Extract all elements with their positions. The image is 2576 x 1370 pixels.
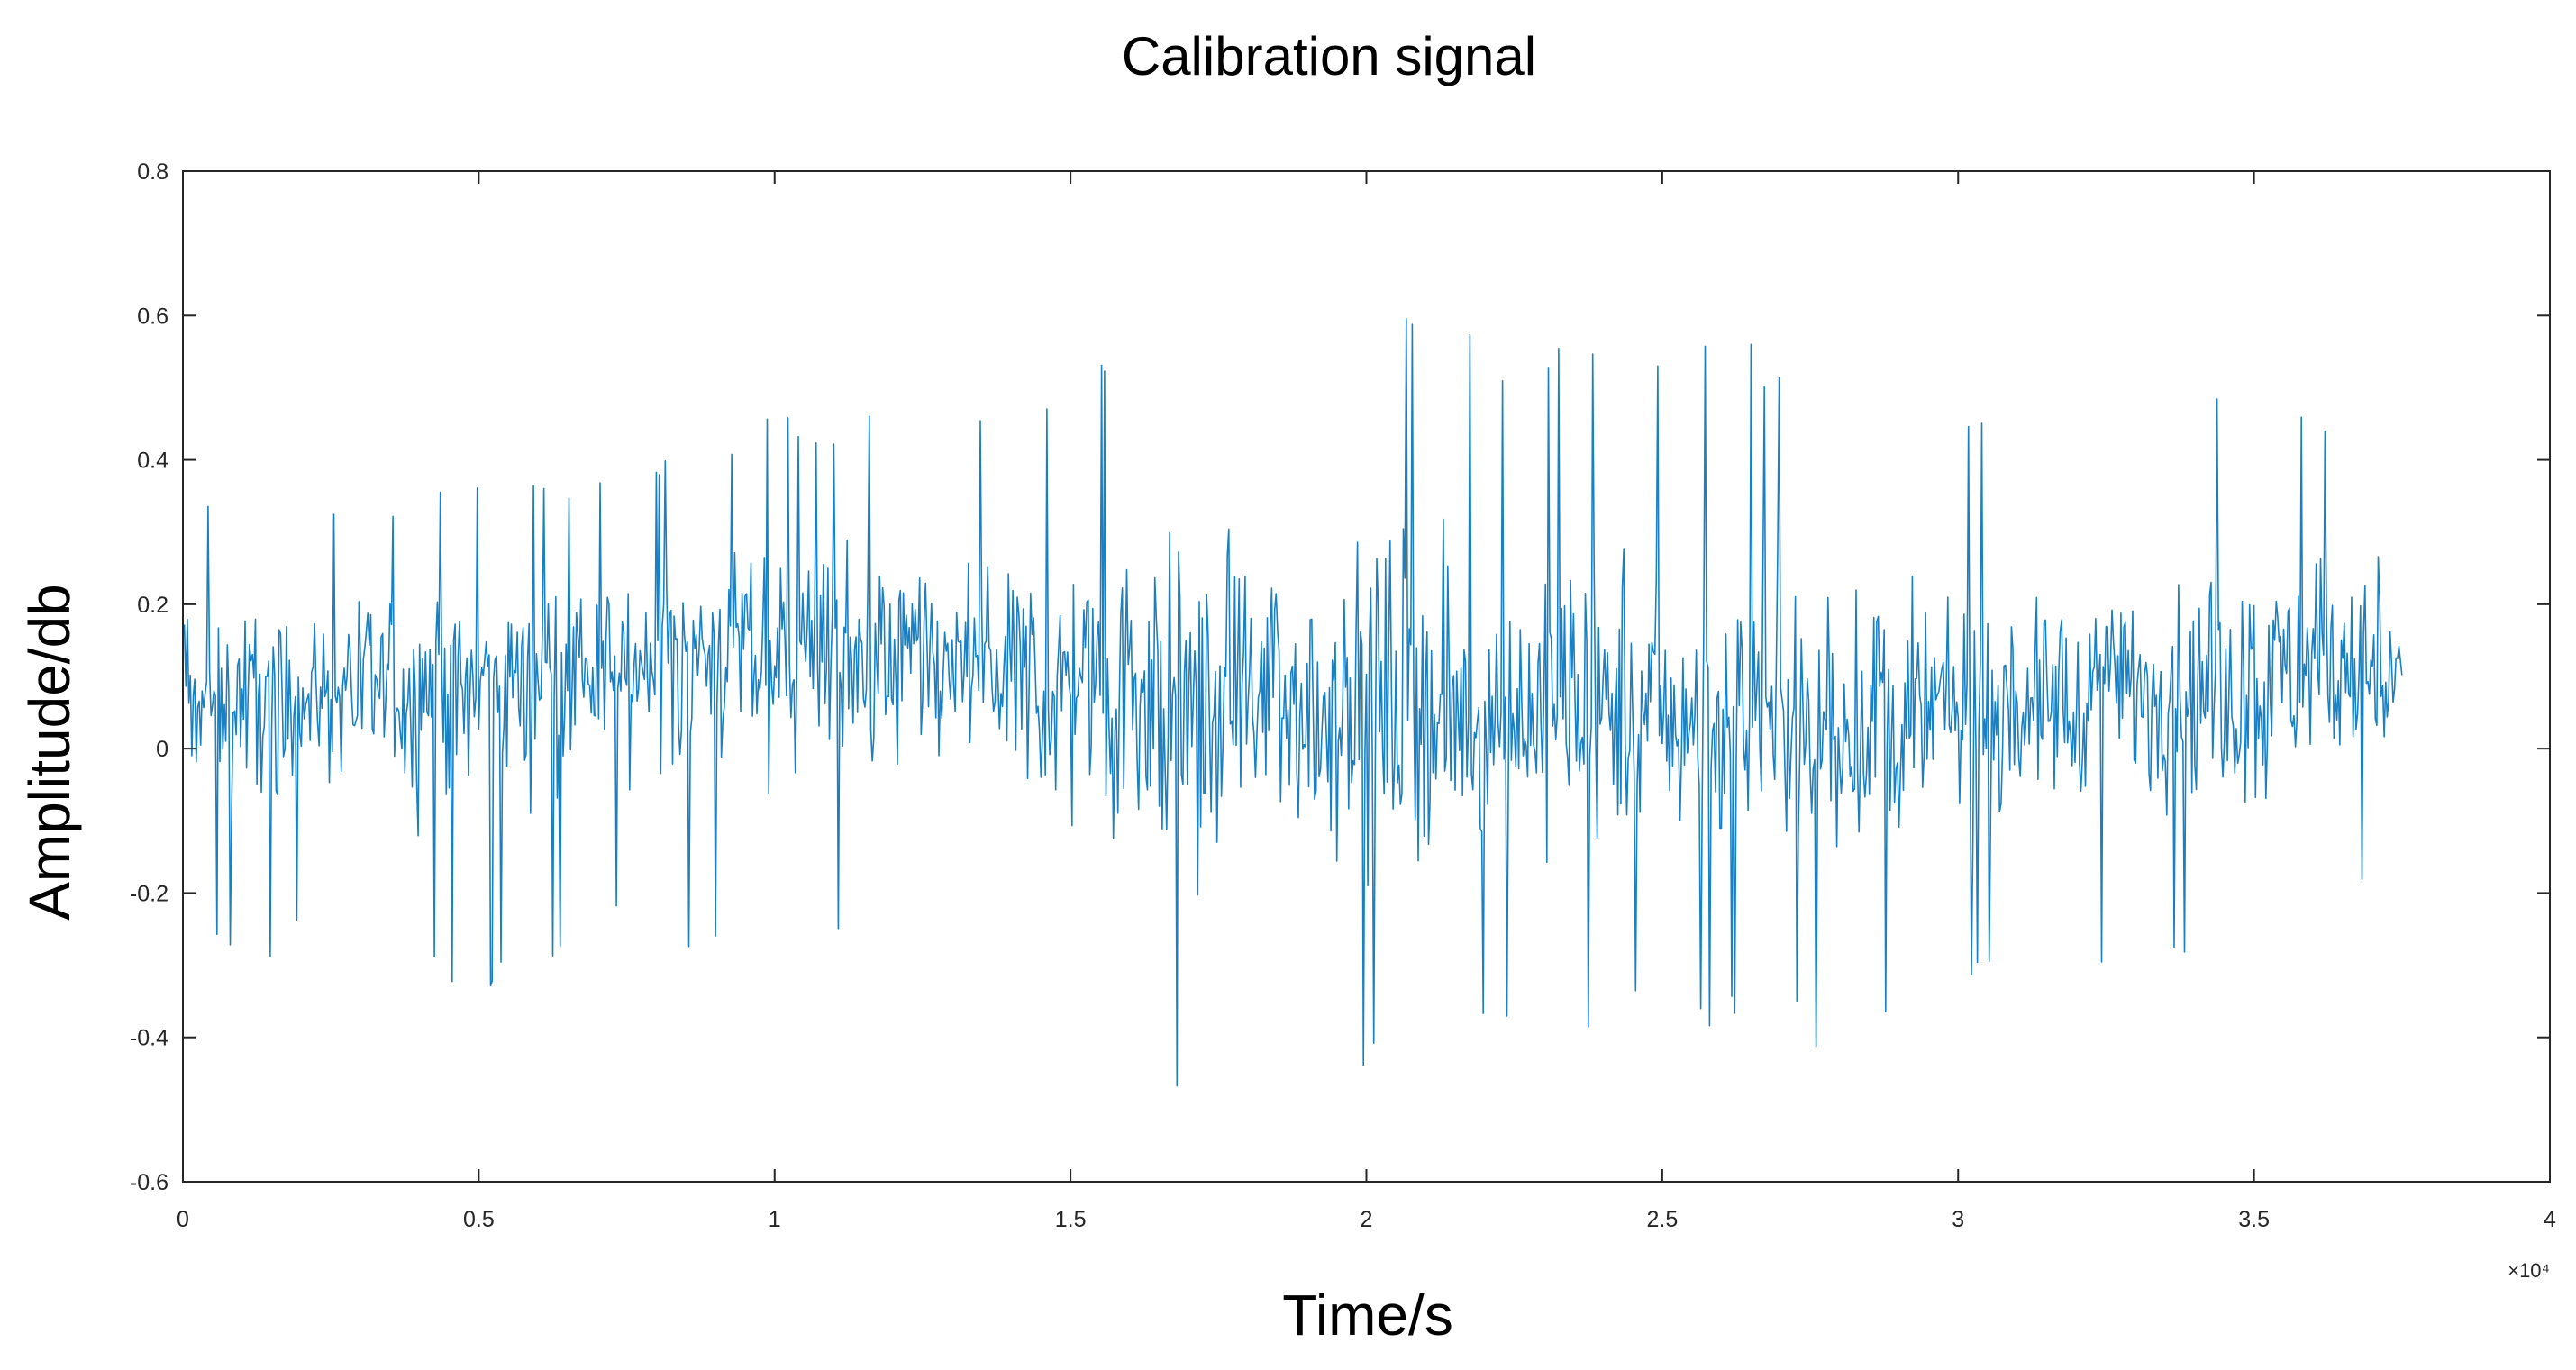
x-tick-label: 0	[177, 1207, 189, 1232]
y-tick-label: 0.8	[137, 159, 168, 185]
x-tick-label: 1.5	[1055, 1207, 1087, 1232]
y-tick-label: -0.6	[130, 1170, 168, 1195]
y-tick-label: 0.4	[137, 449, 168, 474]
y-tick-label: -0.2	[130, 881, 168, 906]
x-tick-label: 3	[1952, 1207, 1964, 1232]
x-tick-label: 1	[769, 1207, 781, 1232]
x-tick-label: 0.5	[463, 1207, 495, 1232]
chart-title: Calibration signal	[1122, 26, 1536, 86]
y-axis: -0.6 -0.4 -0.2 0 0.2 0.4 0.6 0.8	[130, 159, 2550, 1195]
signal-series	[182, 318, 2403, 1087]
y-tick-label: 0	[156, 737, 168, 762]
x-tick-label: 2.5	[1646, 1207, 1678, 1232]
y-tick-label: 0.6	[137, 304, 168, 329]
y-tick-label: -0.4	[130, 1026, 168, 1051]
plot-area	[182, 170, 2551, 1183]
x-tick-label: 3.5	[2238, 1207, 2270, 1232]
signal-series-line	[182, 318, 2403, 1087]
x-tick-label: 2	[1361, 1207, 1373, 1232]
x-axis-label: Time/s	[1282, 1283, 1453, 1347]
x-axis: 0 0.5 1 1.5 2 2.5 3 3.5 4	[177, 171, 2556, 1232]
x-tick-label: 4	[2544, 1207, 2556, 1232]
y-tick-label: 0.2	[137, 593, 168, 618]
x-axis-exponent-label: ×10⁴	[2508, 1259, 2550, 1282]
y-axis-label: Amplitude/db	[17, 584, 82, 921]
